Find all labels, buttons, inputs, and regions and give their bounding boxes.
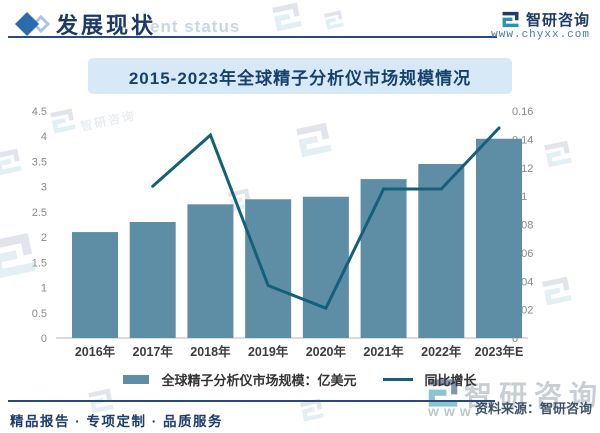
svg-text:0: 0 — [512, 333, 518, 345]
svg-text:1: 1 — [41, 283, 47, 295]
bar-2020年 — [302, 196, 349, 338]
watermark-logo-icon — [269, 0, 305, 35]
bar-2017年 — [129, 221, 176, 338]
svg-text:2019年: 2019年 — [248, 344, 289, 359]
svg-text:2: 2 — [41, 232, 47, 244]
svg-text:2021年: 2021年 — [363, 344, 404, 359]
bar-2023年E — [475, 138, 522, 338]
header-divider — [8, 36, 497, 38]
bar-2016年 — [72, 232, 118, 338]
watermark-www-text: www. — [428, 403, 485, 419]
chart-title-banner: 2015-2023年全球精子分析仪市场规模情况 — [88, 58, 512, 94]
chart-title: 2015-2023年全球精子分析仪市场规模情况 — [128, 68, 472, 88]
legend-bar-label: 全球精子分析仪市场规模：亿美元 — [161, 373, 357, 388]
x-axis-labels: 2016年 2017年 2018年 2019年 2020年 2021年 2022年 2023年… — [75, 344, 523, 359]
svg-text:0.16: 0.16 — [512, 106, 533, 118]
svg-text:3: 3 — [41, 182, 47, 194]
bar-2021年 — [360, 179, 407, 338]
svg-text:0.5: 0.5 — [32, 308, 47, 320]
legend-line-label: 同比增长 — [424, 373, 477, 388]
watermark-brand-name: 智研咨询 — [464, 380, 600, 411]
bar-2018年 — [187, 204, 234, 338]
page-title: 发展现状 — [56, 13, 157, 38]
brand-url: www.chyxx.com — [491, 29, 590, 41]
bar-2019年 — [245, 199, 292, 338]
brand-logo-icon — [501, 10, 520, 29]
brand-name: 智研咨询 — [525, 12, 590, 29]
data-source: 资料来源：智研咨询 — [474, 401, 592, 416]
legend-line-swatch — [382, 378, 413, 381]
svg-text:4: 4 — [41, 131, 47, 143]
svg-text:0: 0 — [41, 333, 47, 345]
svg-text:2022年: 2022年 — [421, 344, 462, 359]
bar-2022年 — [418, 163, 465, 338]
brand-logo: 智研咨询 — [501, 9, 590, 30]
chart-legend: 全球精子分析仪市场规模：亿美元 同比增长 — [0, 370, 600, 389]
svg-text:4.5: 4.5 — [32, 106, 47, 118]
legend-bar-swatch — [123, 375, 150, 384]
bars — [72, 138, 522, 338]
growth-line — [151, 126, 501, 311]
svg-text:2020年: 2020年 — [306, 344, 347, 359]
watermark-logo-icon — [322, 8, 346, 32]
svg-text:2023年E: 2023年E — [475, 344, 524, 359]
chart-svg: 00.511.522.533.544.500.020.040.060.080.1… — [32, 106, 534, 359]
svg-text:2.5: 2.5 — [32, 207, 47, 219]
footer-divider — [8, 400, 495, 402]
svg-text:2017年: 2017年 — [133, 344, 174, 359]
svg-text:2016年: 2016年 — [75, 344, 116, 359]
footer-tagline: 精品报告 · 专项定制 · 品质服务 — [10, 414, 223, 429]
svg-text:1.5: 1.5 — [32, 257, 47, 269]
section-diamond-icon — [15, 12, 51, 36]
market-size-chart: 0 0.5 1 1.5 2 2.5 3 3.5 4 4.5 0 0.02 0.04 0.06 0.08 0.1… — [0, 100, 600, 360]
svg-text:3.5: 3.5 — [32, 156, 47, 168]
left-axis-ticks: 0 0.5 1 1.5 2 2.5 3 3.5 4 4.5 — [32, 106, 47, 345]
footer-watermark: 智研咨询 www. — [424, 372, 600, 420]
header-watermark-text: ent status — [150, 17, 241, 36]
svg-text:2018年: 2018年 — [190, 344, 231, 359]
